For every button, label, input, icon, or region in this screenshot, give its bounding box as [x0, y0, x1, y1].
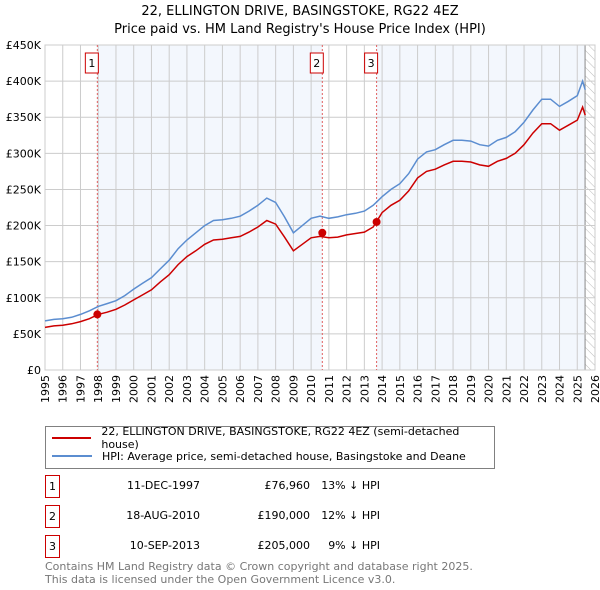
- sale-marker-label: 3: [368, 57, 375, 70]
- x-tick-label: 1998: [92, 375, 105, 403]
- sale-marker-badge: 2: [45, 505, 60, 528]
- y-tick-label: £0: [27, 364, 41, 377]
- x-tick-label: 2013: [358, 375, 371, 403]
- copyright-text: Contains HM Land Registry data © Crown c…: [45, 560, 473, 573]
- ownership-period-shade: [376, 45, 586, 370]
- x-tick-label: 2016: [412, 375, 425, 403]
- sale-marker-badge: 3: [45, 535, 60, 558]
- x-tick-label: 1999: [110, 375, 123, 403]
- x-tick-label: 2010: [305, 375, 318, 403]
- x-tick-label: 2015: [394, 375, 407, 403]
- x-tick-label: 2017: [429, 375, 442, 403]
- legend-swatch-hpi: [52, 455, 92, 457]
- x-tick-label: 2021: [500, 375, 513, 403]
- y-tick-label: £250K: [6, 183, 42, 196]
- y-tick-label: £200K: [6, 220, 42, 233]
- x-tick-label: 2025: [571, 375, 584, 403]
- sale-hpi-diff: 9% ↓ HPI: [328, 539, 380, 552]
- sale-point: [318, 228, 327, 237]
- x-tick-label: 2019: [465, 375, 478, 403]
- sale-marker-label: 2: [313, 57, 320, 70]
- y-tick-label: £350K: [6, 111, 42, 124]
- x-tick-label: 2023: [536, 375, 549, 403]
- sale-row: 3 10-SEP-2013 £205,000 9% ↓ HPI: [45, 535, 445, 558]
- y-tick-label: £150K: [6, 256, 42, 269]
- sale-marker-box: [84, 52, 99, 74]
- y-tick-label: £100K: [6, 292, 42, 305]
- plot-border: [44, 44, 596, 371]
- sale-hpi-diff: 13% ↓ HPI: [321, 479, 380, 492]
- legend: 22, ELLINGTON DRIVE, BASINGSTOKE, RG22 4…: [45, 425, 495, 469]
- sale-marker-label: 1: [88, 57, 95, 70]
- forecast-hatch: [585, 45, 595, 370]
- x-tick-label: 2022: [518, 375, 531, 403]
- sale-date: 11-DEC-1997: [126, 479, 200, 492]
- chart-title: 22, ELLINGTON DRIVE, BASINGSTOKE, RG22 4…: [141, 4, 459, 19]
- sale-price: £76,960: [264, 479, 311, 492]
- property-price-line: [44, 104, 586, 329]
- sale-marker-box: [364, 52, 379, 74]
- x-tick-label: 2020: [483, 375, 496, 403]
- sale-hpi-diff: 12% ↓ HPI: [321, 509, 380, 522]
- sale-row: 1 11-DEC-1997 £76,960 13% ↓ HPI: [45, 475, 445, 498]
- x-tick-label: 1996: [57, 375, 70, 403]
- y-tick-label: £300K: [6, 147, 42, 160]
- ownership-period-shade: [97, 45, 323, 370]
- x-tick-label: 2005: [216, 375, 229, 403]
- x-tick-label: 2002: [163, 375, 176, 403]
- x-tick-label: 2009: [287, 375, 300, 403]
- x-tick-label: 2011: [323, 375, 336, 403]
- x-tick-label: 2004: [199, 375, 212, 403]
- y-tick-label: £450K: [6, 39, 42, 52]
- x-tick-label: 2008: [270, 375, 283, 403]
- x-tick-label: 1995: [39, 375, 52, 403]
- legend-label-hpi: HPI: Average price, semi-detached house,…: [102, 449, 466, 463]
- x-tick-label: 2018: [447, 375, 460, 403]
- y-tick-label: £400K: [6, 75, 42, 88]
- hpi-line: [44, 78, 586, 322]
- sale-marker-badge: 1: [45, 475, 60, 498]
- x-tick-label: 2024: [554, 375, 567, 403]
- legend-label-property: 22, ELLINGTON DRIVE, BASINGSTOKE, RG22 4…: [101, 425, 460, 451]
- x-tick-label: 2012: [341, 375, 354, 403]
- footer: Contains HM Land Registry data © Crown c…: [45, 560, 473, 586]
- price-chart: 1995 1996 1997 1998 1999 2000 2001 2002 2003 2004…: [6, 39, 600, 403]
- y-tick-label: £50K: [13, 328, 42, 341]
- x-tick-label: 2003: [181, 375, 194, 403]
- x-tick-label: 2000: [128, 375, 141, 403]
- x-tick-label: 2001: [145, 375, 158, 403]
- x-tick-label: 2026: [589, 375, 600, 403]
- chart-subtitle: Price paid vs. HM Land Registry's House …: [114, 22, 486, 37]
- x-tick-label: 2007: [252, 375, 265, 403]
- sale-marker-box: [309, 52, 324, 74]
- legend-swatch-property: [52, 437, 92, 439]
- x-tick-label: 2006: [234, 375, 247, 403]
- x-tick-label: 2014: [376, 375, 389, 403]
- sale-price: £190,000: [257, 509, 311, 522]
- sale-date: 18-AUG-2010: [126, 509, 200, 522]
- sale-point: [93, 310, 102, 319]
- x-tick-label: 1997: [74, 375, 87, 403]
- sale-price: £205,000: [257, 539, 311, 552]
- licence-text: This data is licensed under the Open Gov…: [45, 573, 396, 586]
- sale-row: 2 18-AUG-2010 £190,000 12% ↓ HPI: [45, 505, 445, 528]
- sale-point: [372, 217, 381, 226]
- sale-date: 10-SEP-2013: [129, 539, 200, 552]
